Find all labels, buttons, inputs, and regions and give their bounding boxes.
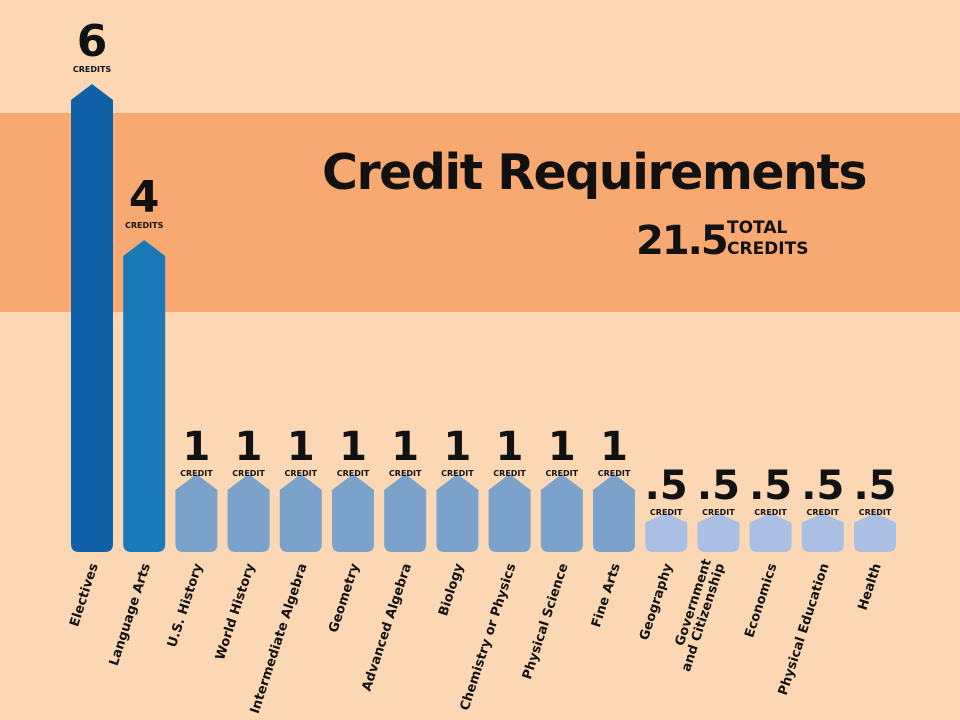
category-label-8: Chemistry or Physics: [458, 561, 520, 712]
category-label-line: World History: [213, 561, 259, 662]
category-label-line: Advanced Algebra: [360, 562, 415, 693]
category-label-15: Health: [856, 562, 885, 613]
unit-label-15: CREDIT: [859, 508, 892, 517]
total-credits-label: TOTAL CREDITS: [727, 218, 808, 260]
bar-0: [71, 84, 113, 552]
value-label-11: .5: [645, 463, 688, 509]
bar-2: [175, 474, 218, 552]
bar-9: [540, 474, 583, 552]
category-label-line: Geometry: [326, 561, 363, 634]
category-label-13: Economics: [742, 561, 780, 639]
category-label-line: Chemistry or Physics: [458, 561, 520, 712]
category-label-4: Intermediate Algebra: [248, 562, 311, 716]
category-label-line: Health: [856, 562, 885, 613]
value-label-13: .5: [749, 463, 792, 509]
category-label-9: Physical Science: [520, 561, 572, 681]
value-label-15: .5: [853, 463, 896, 509]
category-label-11: Geography: [637, 561, 676, 642]
unit-label-14: CREDIT: [807, 508, 840, 517]
unit-label-9: CREDIT: [546, 469, 579, 478]
unit-label-1: CREDITS: [125, 221, 164, 230]
unit-label-5: CREDIT: [337, 469, 370, 478]
value-label-5: 1: [339, 424, 367, 470]
bar-4: [279, 474, 322, 552]
category-label-line: Physical Education: [776, 562, 833, 698]
category-label-2: U.S. History: [165, 561, 206, 649]
bar-10: [593, 474, 635, 552]
bar-7: [436, 474, 479, 552]
total-label-line2: CREDITS: [727, 239, 809, 259]
category-label-line: Economics: [742, 561, 780, 639]
bar-6: [384, 474, 427, 552]
value-label-1: 4: [129, 172, 160, 223]
category-label-12: Governmentand Citizenship: [666, 557, 728, 673]
value-label-9: 1: [548, 424, 576, 470]
unit-label-6: CREDIT: [389, 469, 422, 478]
unit-label-11: CREDIT: [650, 508, 683, 517]
unit-label-10: CREDIT: [598, 469, 631, 478]
value-label-7: 1: [443, 424, 471, 470]
bar-11: [645, 513, 688, 552]
value-label-12: .5: [697, 463, 740, 509]
unit-label-12: CREDIT: [702, 508, 735, 517]
value-label-10: 1: [600, 424, 628, 470]
unit-label-0: CREDITS: [73, 65, 112, 74]
category-label-line: Geography: [637, 561, 676, 642]
category-label-line: Physical Science: [520, 561, 572, 681]
unit-label-3: CREDIT: [232, 469, 265, 478]
bar-3: [227, 474, 270, 552]
total-label-line1: TOTAL: [727, 218, 788, 238]
unit-label-7: CREDIT: [441, 469, 474, 478]
category-label-10: Fine Arts: [589, 561, 624, 629]
category-label-1: Language Arts: [107, 561, 154, 667]
category-label-line: Language Arts: [107, 561, 154, 667]
value-label-2: 1: [182, 424, 210, 470]
bar-15: [854, 513, 896, 552]
value-label-14: .5: [801, 463, 844, 509]
category-label-line: Biology: [436, 561, 467, 618]
unit-label-4: CREDIT: [285, 469, 318, 478]
page-title: Credit Requirements: [322, 144, 868, 201]
unit-label-13: CREDIT: [754, 508, 787, 517]
category-label-14: Physical Education: [776, 562, 833, 698]
bar-8: [488, 474, 531, 552]
category-label-6: Advanced Algebra: [360, 562, 415, 693]
bar-5: [332, 474, 374, 552]
bar-1: [123, 240, 166, 552]
category-label-3: World History: [213, 561, 259, 662]
category-label-line: Intermediate Algebra: [248, 562, 311, 716]
category-label-line: U.S. History: [165, 561, 206, 649]
category-label-line: Fine Arts: [589, 561, 624, 629]
value-label-3: 1: [235, 424, 263, 470]
category-label-0: Electives: [67, 561, 102, 628]
unit-label-2: CREDIT: [180, 469, 213, 478]
category-label-7: Biology: [436, 561, 467, 618]
value-label-8: 1: [496, 424, 524, 470]
bar-12: [697, 513, 740, 552]
value-label-4: 1: [287, 424, 315, 470]
value-label-0: 6: [77, 16, 108, 67]
unit-label-8: CREDIT: [493, 469, 526, 478]
total-credits-value: 21.5: [636, 218, 729, 264]
bar-14: [801, 513, 844, 552]
value-label-6: 1: [391, 424, 419, 470]
bar-13: [749, 513, 792, 552]
category-label-line: Electives: [67, 561, 102, 628]
category-label-5: Geometry: [326, 561, 363, 634]
